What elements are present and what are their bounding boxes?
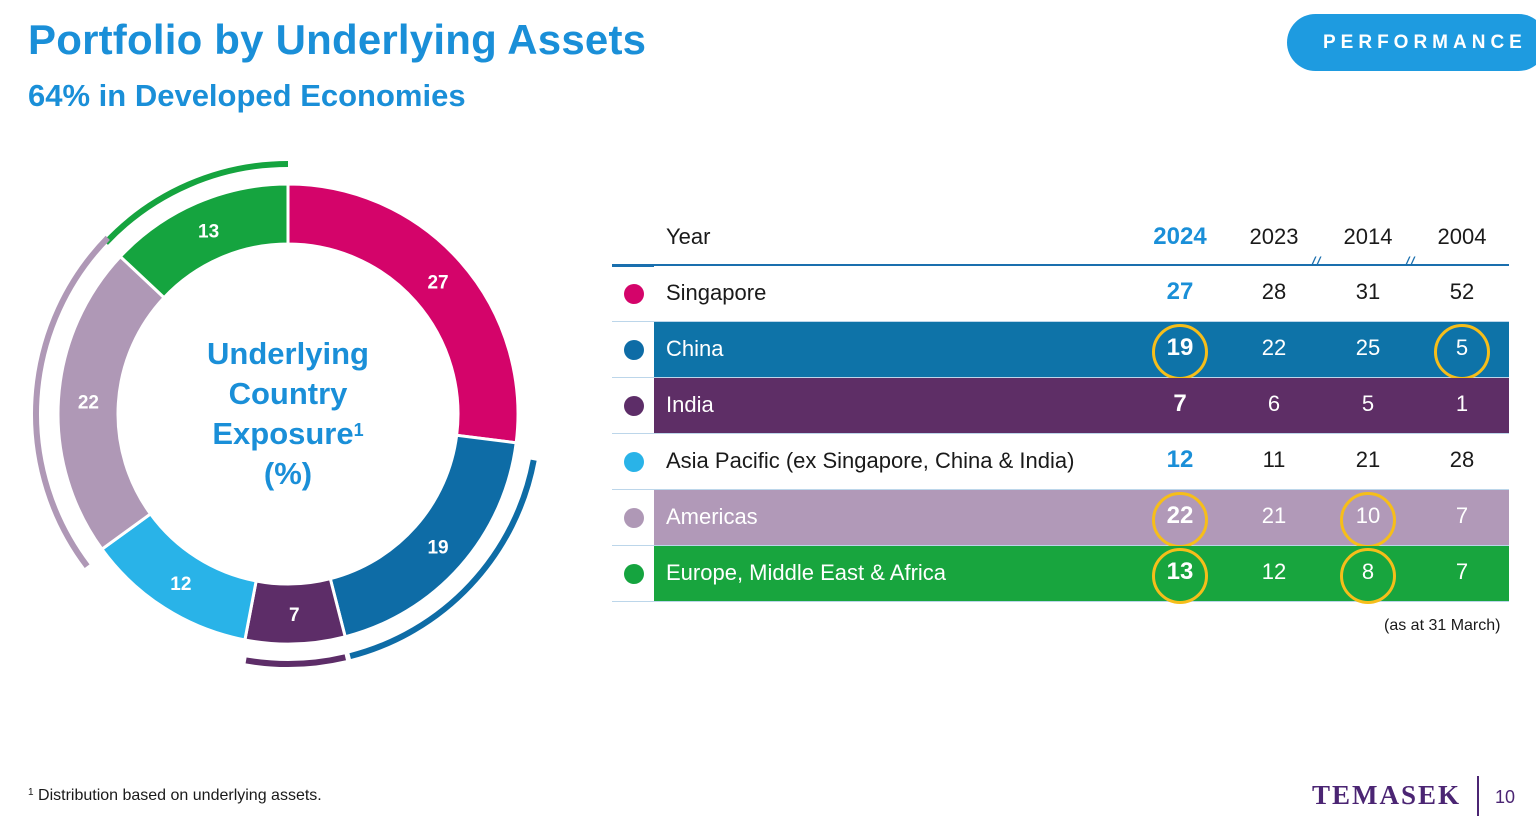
footnote: 1 Distribution based on underlying asset… bbox=[28, 787, 322, 804]
row-background bbox=[654, 378, 1509, 433]
table-cell: 1 bbox=[1455, 391, 1469, 416]
row-background bbox=[654, 434, 1509, 489]
legend-dot-icon bbox=[624, 452, 644, 472]
slice-value-label: 12 bbox=[170, 574, 191, 595]
table-row: Americas 22 21 10 7 bbox=[612, 490, 1509, 548]
table-row: Asia Pacific (ex Singapore, China & Indi… bbox=[612, 434, 1509, 490]
year-2014-header: 2014 bbox=[1343, 224, 1393, 249]
axis-break-icon: // bbox=[1404, 254, 1415, 274]
section-pill: PERFORMANCE bbox=[1287, 14, 1536, 71]
accent-arc bbox=[103, 161, 289, 245]
table-row: Europe, Middle East & Africa 13 12 8 7 bbox=[612, 546, 1509, 604]
row-label: India bbox=[666, 392, 714, 417]
accent-arc bbox=[349, 459, 537, 660]
legend-dot-icon bbox=[624, 396, 644, 416]
table-row: China 19 22 25 5 bbox=[612, 322, 1509, 380]
table-cell: 28 bbox=[1261, 279, 1287, 304]
row-background bbox=[654, 322, 1509, 377]
country-table: Year 2024 2023 2014 2004 // // Singapore… bbox=[612, 210, 1509, 604]
table-cell: 7 bbox=[1455, 503, 1469, 528]
highlight-circle bbox=[1152, 548, 1208, 604]
legend-dot-icon bbox=[624, 340, 644, 360]
table-cell: 22 bbox=[1261, 335, 1287, 360]
table-cell: 12 bbox=[1166, 446, 1194, 473]
year-2004-header: 2004 bbox=[1437, 224, 1487, 249]
legend-dot-icon bbox=[624, 564, 644, 584]
center-line-1: Underlying bbox=[207, 336, 369, 371]
accent-arc bbox=[245, 654, 347, 667]
row-label: Americas bbox=[666, 504, 758, 529]
slice-value-label: 27 bbox=[427, 273, 448, 294]
donut-chart: 27 19 7 12 22 13 bbox=[33, 161, 537, 667]
table-cell: 28 bbox=[1449, 447, 1475, 472]
table-cell: 11 bbox=[1262, 447, 1286, 472]
donut-center-label: Underlying Country Exposure1 (%) bbox=[178, 334, 398, 494]
center-line-2: Country bbox=[228, 376, 348, 411]
page-number: 10 bbox=[1495, 787, 1516, 807]
slice-value-label: 19 bbox=[427, 537, 448, 558]
row-label: Singapore bbox=[666, 280, 767, 305]
table-cell: 7 bbox=[1173, 390, 1187, 417]
donut-slice bbox=[56, 254, 167, 552]
row-label: China bbox=[666, 336, 724, 361]
table-cell: 27 bbox=[1166, 278, 1194, 305]
table-body: Singapore 27 28 31 52 China 19 22 25 5 India 7 6 5 1 As… bbox=[612, 266, 1509, 604]
center-line-4: (%) bbox=[263, 456, 313, 491]
table-cell: 22 bbox=[1166, 502, 1194, 529]
temasek-logo: TEMASEK bbox=[1312, 780, 1462, 810]
table-cell: 19 bbox=[1166, 334, 1194, 361]
table-cell: 21 bbox=[1355, 447, 1381, 472]
table-cell: 6 bbox=[1267, 391, 1281, 416]
slice-value-label: 7 bbox=[289, 605, 300, 626]
axis-break-icon: // bbox=[1310, 254, 1321, 274]
slice-value-label: 13 bbox=[198, 221, 219, 242]
table-cell: 21 bbox=[1261, 503, 1287, 528]
table-cell: 7 bbox=[1455, 559, 1469, 584]
table-cell: 5 bbox=[1361, 391, 1375, 416]
table-cell: 31 bbox=[1355, 279, 1381, 304]
footer-divider bbox=[1477, 776, 1479, 816]
table-note: (as at 31 March) bbox=[1384, 617, 1501, 634]
row-label: Asia Pacific (ex Singapore, China & Indi… bbox=[666, 448, 1075, 473]
year-2024-header: 2024 bbox=[1153, 223, 1207, 250]
row-background bbox=[654, 266, 1509, 321]
page-subtitle: 64% in Developed Economies bbox=[28, 78, 466, 113]
table-cell: 25 bbox=[1355, 335, 1381, 360]
table-cell: 52 bbox=[1449, 279, 1475, 304]
slice-value-label: 22 bbox=[78, 392, 99, 413]
table-cell: 12 bbox=[1261, 559, 1287, 584]
year-header: Year bbox=[666, 224, 711, 249]
legend-dot-icon bbox=[624, 508, 644, 528]
accent-arc bbox=[33, 235, 110, 568]
table-cell: 13 bbox=[1166, 558, 1194, 585]
highlight-circle bbox=[1340, 548, 1396, 604]
table-header: Year 2024 2023 2014 2004 // // bbox=[612, 210, 1509, 274]
table-cell: 10 bbox=[1355, 503, 1381, 528]
legend-dot-icon bbox=[624, 284, 644, 304]
page-title: Portfolio by Underlying Assets bbox=[28, 16, 647, 63]
table-cell: 5 bbox=[1455, 335, 1469, 360]
header-divider bbox=[612, 264, 1509, 267]
table-row: Singapore 27 28 31 52 bbox=[612, 266, 1509, 322]
center-line-3: Exposure1 bbox=[212, 416, 364, 451]
table-row: India 7 6 5 1 bbox=[612, 378, 1509, 434]
table-cell: 8 bbox=[1361, 559, 1375, 584]
year-2023-header: 2023 bbox=[1249, 224, 1299, 249]
donut-slice bbox=[118, 182, 290, 300]
row-label: Europe, Middle East & Africa bbox=[666, 560, 947, 585]
